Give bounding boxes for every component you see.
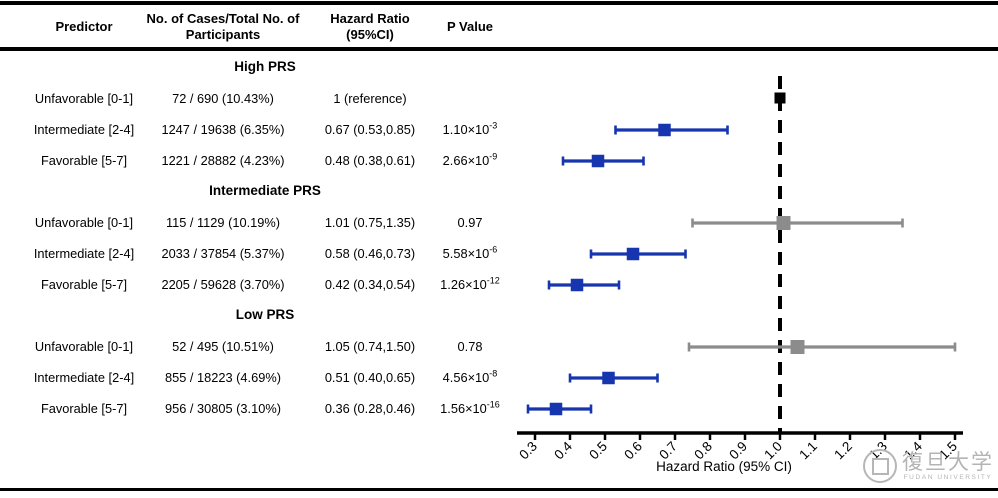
cell-cases: 855 / 18223 (4.69%) <box>165 370 281 385</box>
cell-predictor: Favorable [5-7] <box>40 401 128 416</box>
cell-predictor: Intermediate [2-4] <box>33 122 135 137</box>
col-header-hazard-ratio: Hazard Ratio (95%CI) <box>330 11 410 42</box>
cell-cases: 2033 / 37854 (5.37%) <box>161 246 285 261</box>
p-value-exponent: -3 <box>489 120 498 131</box>
watermark-chinese-text: 復旦大学 <box>902 449 994 474</box>
hr-marker <box>658 123 671 137</box>
cell-hazard-ratio: 0.58 (0.46,0.73) <box>324 246 416 261</box>
group-title: Low PRS <box>235 307 295 322</box>
x-tick-label: 0.4 <box>551 438 575 462</box>
x-axis-label: Hazard Ratio (95% CI) <box>656 459 792 474</box>
col-header-predictor: Predictor <box>55 19 113 34</box>
cell-cases: 956 / 30805 (3.10%) <box>165 401 281 416</box>
cell-cases: 1221 / 28882 (4.23%) <box>161 153 285 168</box>
x-tick-label: 0.6 <box>621 439 645 463</box>
hr-marker <box>790 340 805 354</box>
group-title: Intermediate PRS <box>209 183 321 198</box>
col-header-cases: No. of Cases/Total No. of Participants <box>146 11 300 42</box>
x-tick-label: 1.2 <box>831 439 855 463</box>
cell-hazard-ratio: 1.05 (0.74,1.50) <box>324 339 416 354</box>
p-value-exponent: -8 <box>489 368 498 379</box>
cell-predictor: Unfavorable [0-1] <box>34 215 134 230</box>
top-rule <box>0 1 998 5</box>
cell-cases: 2205 / 59628 (3.70%) <box>161 277 285 292</box>
cell-p-value: 0.78 <box>400 339 540 355</box>
cell-predictor: Favorable [5-7] <box>40 153 128 168</box>
p-value-exponent: -6 <box>489 244 498 255</box>
x-tick-label: 0.3 <box>516 439 540 463</box>
cell-hazard-ratio: 1 (reference) <box>333 91 407 106</box>
p-value-text: 1.10×10 <box>442 122 490 137</box>
p-value-exponent: -9 <box>489 151 498 162</box>
p-value-text: 0.78 <box>457 339 483 354</box>
hr-marker <box>591 154 605 168</box>
cell-p-value: 1.26×10-12 <box>400 275 540 293</box>
cell-p-value: 1.10×10-3 <box>400 120 540 138</box>
cell-hazard-ratio: 0.48 (0.38,0.61) <box>324 153 416 168</box>
cell-predictor: Favorable [5-7] <box>40 277 128 292</box>
cell-hazard-ratio: 0.67 (0.53,0.85) <box>324 122 416 137</box>
hr-marker <box>549 402 563 416</box>
cell-predictor: Intermediate [2-4] <box>33 246 135 261</box>
cell-p-value: 1.56×10-16 <box>400 399 540 417</box>
p-value-text: 1.26×10 <box>440 277 487 292</box>
hr-marker <box>570 278 584 292</box>
cell-hazard-ratio: 0.51 (0.40,0.65) <box>324 370 416 385</box>
watermark-english-text: FUDAN UNIVERSITY <box>903 473 993 481</box>
cell-cases: 1247 / 19638 (6.35%) <box>161 122 285 137</box>
cell-p-value: 4.56×10-8 <box>400 368 540 386</box>
cell-p-value: 0.97 <box>400 215 540 231</box>
bottom-rule <box>0 488 998 491</box>
p-value-text: 5.58×10 <box>442 246 490 261</box>
cell-cases: 115 / 1129 (10.19%) <box>165 215 281 230</box>
cell-predictor: Intermediate [2-4] <box>33 370 135 385</box>
x-tick-label: 1.1 <box>796 439 820 463</box>
p-value-text: 4.56×10 <box>442 370 490 385</box>
p-value-text: 2.66×10 <box>442 153 490 168</box>
cell-cases: 72 / 690 (10.43%) <box>172 91 274 106</box>
x-tick-label: 0.5 <box>586 439 610 463</box>
hr-marker <box>602 371 615 385</box>
watermark: 復旦大学 FUDAN UNIVERSITY <box>863 449 994 483</box>
group-title: High PRS <box>234 59 296 74</box>
p-value-exponent: -16 <box>486 399 500 410</box>
hr-marker <box>776 216 791 230</box>
university-seal-icon <box>863 449 897 483</box>
cell-cases: 52 / 495 (10.51%) <box>172 339 274 354</box>
cell-predictor: Unfavorable [0-1] <box>34 339 134 354</box>
p-value-exponent: -12 <box>486 275 500 286</box>
col-header-p-value: P Value <box>446 19 493 34</box>
cell-hazard-ratio: 1.01 (0.75,1.35) <box>324 215 416 230</box>
header-rule <box>0 47 998 51</box>
p-value-text: 1.56×10 <box>440 401 487 416</box>
cell-p-value: 5.58×10-6 <box>400 244 540 262</box>
reference-marker <box>774 92 786 104</box>
cell-hazard-ratio: 0.42 (0.34,0.54) <box>324 277 416 292</box>
p-value-text: 0.97 <box>457 215 483 230</box>
cell-hazard-ratio: 0.36 (0.28,0.46) <box>324 401 416 416</box>
cell-predictor: Unfavorable [0-1] <box>34 91 134 106</box>
cell-p-value: 2.66×10-9 <box>400 151 540 169</box>
hr-marker <box>626 247 640 261</box>
